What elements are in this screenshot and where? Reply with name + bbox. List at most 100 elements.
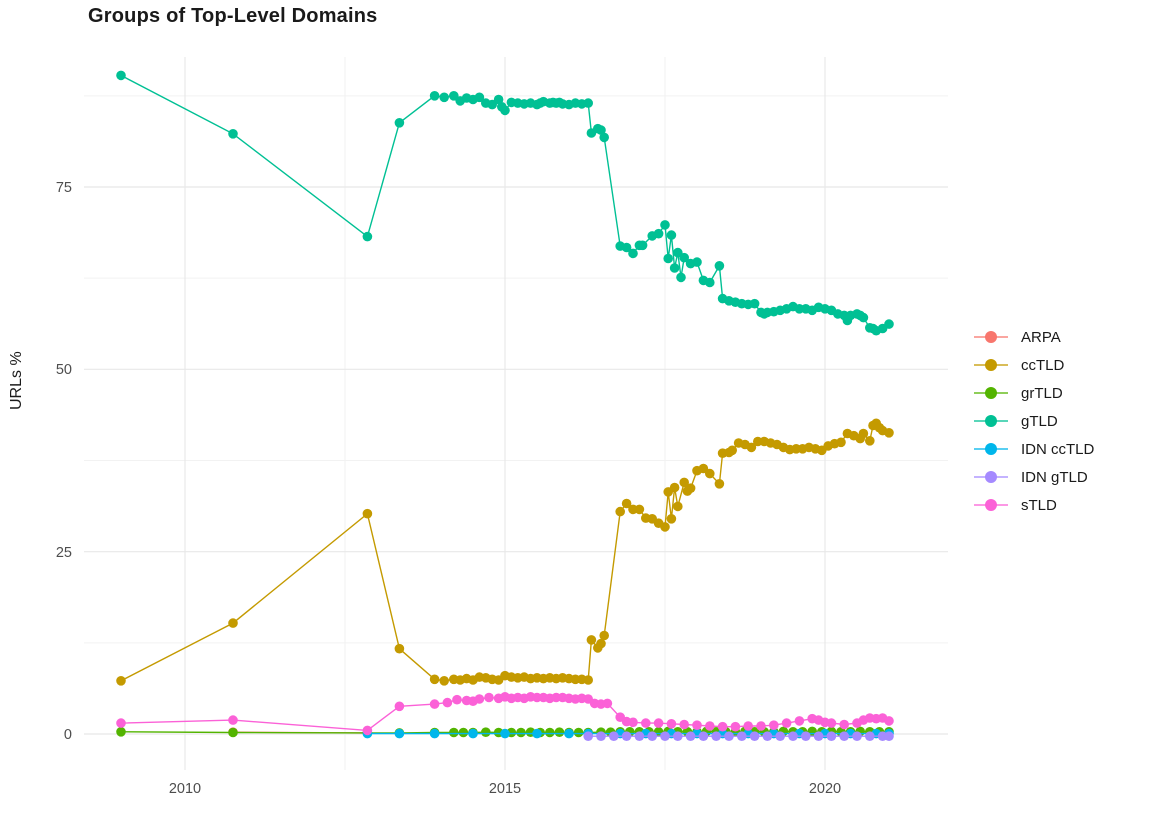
data-point: [660, 731, 670, 741]
data-point: [673, 247, 683, 258]
data-point: [429, 699, 440, 709]
series-stld: [116, 692, 894, 736]
legend-key-idn-gtld-icon: [974, 468, 1008, 486]
data-point: [865, 436, 875, 446]
data-point: [673, 501, 683, 512]
legend-key-idn-cctld-icon: [974, 440, 1008, 458]
legend: ARPA ccTLD grTLD gTLD IDN ccTLD IDN gTLD…: [974, 323, 1160, 519]
legend-label: gTLD: [1021, 412, 1058, 430]
x-tick-2020: 2020: [809, 781, 841, 797]
legend-item-gtld: gTLD: [974, 407, 1160, 435]
legend-label: ARPA: [1021, 328, 1061, 346]
data-point: [884, 319, 894, 329]
data-point: [554, 727, 565, 737]
legend-key-cctld-icon: [974, 356, 1008, 374]
data-point: [769, 720, 779, 730]
x-tick-2015: 2015: [489, 781, 521, 797]
data-point: [615, 506, 625, 517]
data-point: [756, 721, 766, 731]
data-point: [429, 91, 440, 101]
data-point: [500, 105, 510, 116]
data-point: [474, 92, 485, 103]
data-point: [666, 719, 677, 729]
legend-label: IDN ccTLD: [1021, 440, 1095, 458]
data-point: [228, 715, 238, 725]
data-point: [826, 731, 837, 741]
series-idn-gtld: [583, 731, 894, 741]
legend-label: grTLD: [1021, 384, 1063, 402]
data-point: [673, 731, 683, 741]
data-point: [884, 731, 894, 741]
data-point: [794, 716, 805, 726]
data-point: [660, 522, 670, 532]
data-point: [676, 272, 686, 283]
legend-item-idn-gtld: IDN gTLD: [974, 463, 1160, 491]
data-point: [852, 731, 862, 741]
data-point: [516, 727, 526, 738]
data-point: [705, 468, 715, 479]
data-point: [609, 731, 619, 741]
data-point: [621, 242, 632, 253]
data-point: [362, 508, 373, 519]
axis-tick-labels: 0 25 50 75 2010 2015 2020: [56, 180, 841, 797]
data-point: [858, 312, 869, 323]
data-point: [228, 727, 238, 738]
data-point: [647, 731, 657, 741]
legend-key-arpa-icon: [974, 328, 1008, 346]
data-point: [599, 630, 609, 641]
data-point: [596, 638, 606, 649]
data-point: [596, 125, 606, 135]
data-point: [669, 263, 680, 273]
data-point: [442, 697, 453, 708]
data-point: [362, 231, 373, 242]
data-point: [839, 719, 849, 730]
data-point: [621, 498, 632, 509]
y-tick-25: 25: [56, 545, 72, 561]
data-point: [439, 92, 450, 103]
data-point: [743, 721, 753, 731]
data-point: [449, 727, 459, 738]
data-point: [545, 727, 555, 738]
legend-label: IDN gTLD: [1021, 468, 1088, 486]
data-point: [663, 253, 673, 264]
data-point: [641, 718, 651, 728]
data-point: [717, 721, 728, 732]
data-point: [705, 277, 715, 288]
data-point: [749, 731, 760, 741]
data-point: [429, 674, 440, 685]
data-point: [458, 727, 469, 738]
x-tick-2010: 2010: [169, 781, 201, 797]
data-point: [637, 240, 648, 251]
legend-label: sTLD: [1021, 496, 1057, 514]
data-point: [602, 698, 613, 709]
data-point: [749, 298, 760, 309]
major-gridlines: [84, 57, 948, 770]
data-point: [801, 731, 811, 741]
data-point: [679, 252, 689, 263]
data-point: [839, 731, 849, 741]
data-point: [116, 70, 126, 81]
legend-item-grtld: grTLD: [974, 379, 1160, 407]
data-point: [468, 728, 478, 739]
data-point: [532, 728, 542, 739]
data-point: [692, 720, 702, 730]
data-point: [705, 721, 715, 731]
data-point: [746, 442, 757, 453]
data-point: [116, 676, 126, 686]
data-point: [714, 261, 725, 271]
data-point: [727, 445, 737, 456]
data-point: [711, 731, 721, 741]
data-point: [228, 618, 238, 628]
data-point: [884, 716, 894, 726]
legend-item-stld: sTLD: [974, 491, 1160, 519]
data-point: [653, 228, 664, 239]
data-point: [714, 479, 725, 489]
legend-label: ccTLD: [1021, 356, 1065, 374]
y-tick-0: 0: [64, 727, 72, 743]
data-series: [116, 70, 894, 741]
data-point: [116, 718, 126, 728]
data-point: [858, 428, 869, 439]
legend-key-stld-icon: [974, 496, 1008, 514]
